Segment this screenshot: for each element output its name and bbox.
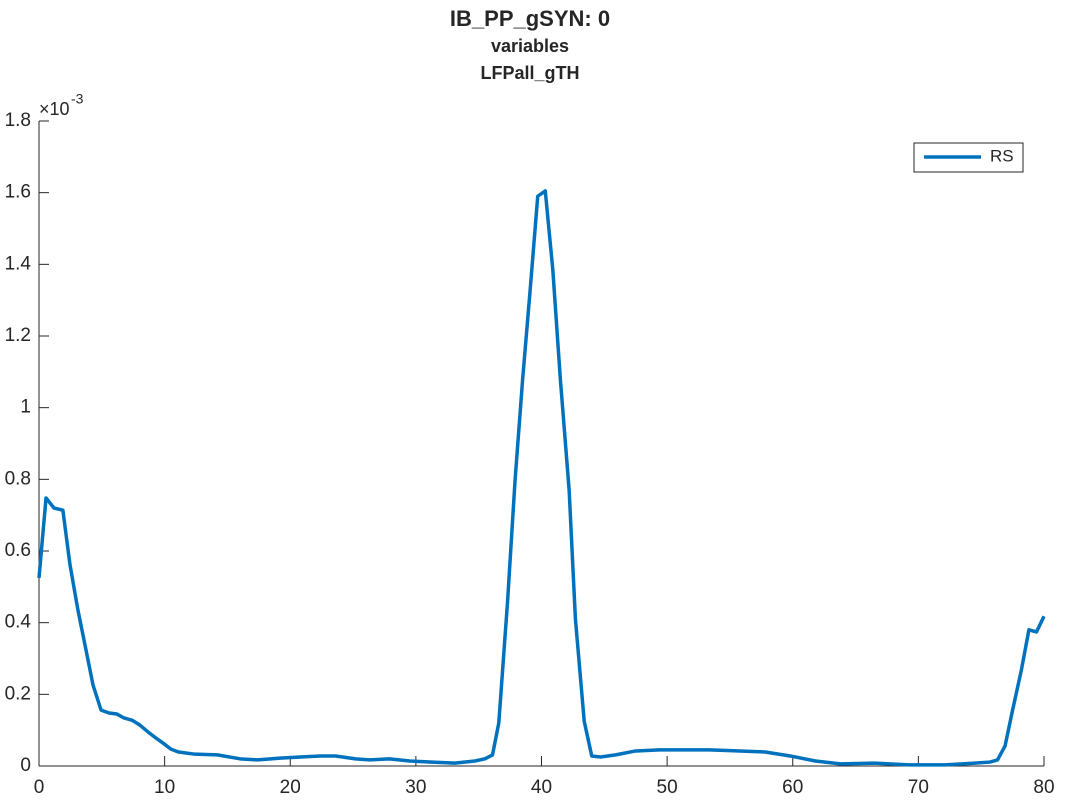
chart-title: IB_PP_gSYN: 0	[450, 6, 610, 31]
chart-subtitle: variables	[491, 36, 569, 56]
legend-label: RS	[990, 146, 1014, 165]
y-tick-label: 1	[20, 397, 31, 418]
y-tick-label: 1.2	[5, 325, 31, 346]
x-tick-label: 70	[908, 777, 929, 798]
y-tick-label: 0.6	[5, 540, 31, 561]
x-tick-label: 40	[531, 777, 552, 798]
y-tick-label: 0.2	[5, 683, 31, 704]
y-tick-label: 0.8	[5, 468, 31, 489]
x-tick-label: 10	[154, 777, 175, 798]
y-exponent-base: ×10	[39, 99, 70, 119]
line-series	[37, 189, 1046, 767]
x-tick-label: 80	[1033, 777, 1054, 798]
x-tick-label: 60	[782, 777, 803, 798]
x-tick-label: 0	[34, 777, 45, 798]
chart-subtitle: LFPall_gTH	[480, 63, 579, 83]
y-tick-label: 1.4	[5, 253, 32, 274]
x-tick-label: 20	[280, 777, 301, 798]
y-tick-label: 0	[20, 755, 31, 776]
x-tick-label: 50	[657, 777, 678, 798]
y-tick-label: 0.4	[5, 612, 32, 633]
y-tick-label: 1.8	[5, 110, 31, 131]
y-tick-label: 1.6	[5, 182, 31, 203]
x-tick-label: 30	[405, 777, 426, 798]
y-exponent-power: -3	[71, 91, 84, 107]
